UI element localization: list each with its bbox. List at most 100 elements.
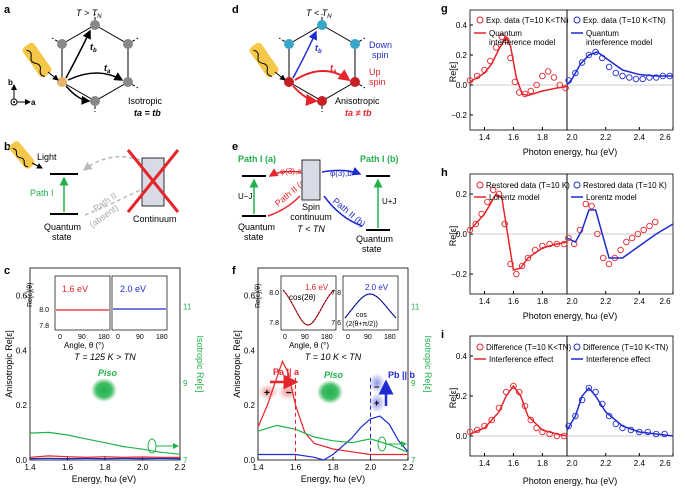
- svg-text:T < TN: T < TN: [297, 224, 325, 234]
- svg-text:Re[ε]: Re[ε]: [448, 226, 458, 247]
- data-point-i: [553, 432, 561, 440]
- svg-text:Exp. data (T=10 K<TN): Exp. data (T=10 K<TN): [486, 16, 569, 25]
- data-point-i: [466, 428, 474, 436]
- svg-text:7.6: 7.6: [331, 320, 341, 327]
- x-tick-label-h: 1.6: [508, 297, 520, 306]
- data-point-g: [539, 72, 546, 80]
- data-point-h: [501, 220, 508, 228]
- lattice-sites: [57, 20, 133, 106]
- data-point-i: [546, 430, 553, 438]
- panel-g: g 0.4 0.2 0.0 −0.2 1.4 1.6 1.8 2.2 2.4 2.6 2.0 Re[…: [441, 3, 674, 157]
- ylabel-right-c: Isotropic Re[ε]: [195, 335, 205, 392]
- x-tick-label-f: 1.6: [290, 463, 302, 472]
- ylabel-left-f: Anisotropic Re[ε]: [232, 330, 242, 398]
- x-tick-label-mid-g: 2.0: [566, 133, 578, 142]
- svg-text:180: 180: [321, 334, 333, 341]
- panel-d-temp: T < TN: [306, 8, 332, 20]
- svg-text:Restored data (T=10 K): Restored data (T=10 K): [486, 181, 570, 190]
- data-point-h: [628, 234, 636, 242]
- c-ticks: 1.4 1.6 1.8 2.0 2.2 0.0 0.2 0.4 0.6 7 9 11: [16, 291, 192, 472]
- svg-text:Photon energy, ħω (eV): Photon energy, ħω (eV): [523, 147, 617, 157]
- panel-e: e Path I (a) U−J Quantum state φ(3),a Pa…: [232, 141, 399, 254]
- panel-label-e: e: [232, 141, 238, 153]
- data-point-i: [572, 412, 579, 420]
- y-tick-label-left-c: 0.0: [16, 456, 28, 465]
- svg-text:Restored data (T=10 K): Restored data (T=10 K): [583, 181, 667, 190]
- x-tick-label-g: 1.6: [508, 133, 520, 142]
- svg-text:Interference effect: Interference effect: [489, 355, 554, 364]
- svg-text:Path I (b): Path I (b): [360, 154, 399, 164]
- svg-text:Interference effect: Interference effect: [586, 355, 651, 364]
- svg-text:90: 90: [78, 334, 86, 341]
- model-line-h: [469, 192, 568, 271]
- svg-text:interference model: interference model: [489, 38, 555, 47]
- hexagon-lattice: [61, 24, 129, 102]
- x-tick-label-i: 1.8: [537, 459, 549, 468]
- x-tick-label-h: 1.4: [479, 297, 491, 306]
- svg-text:8.0: 8.0: [269, 290, 279, 297]
- data-point-h: [565, 234, 572, 242]
- panel-label-a: a: [4, 4, 11, 16]
- data-point-h: [617, 246, 624, 254]
- svg-text:interference model: interference model: [586, 38, 652, 47]
- data-point-h: [513, 270, 520, 278]
- svg-text:1.6 eV: 1.6 eV: [305, 283, 329, 292]
- svg-text:1.6 eV: 1.6 eV: [62, 284, 88, 294]
- svg-text:state: state: [362, 244, 382, 254]
- i-plot: 0.4 0.2 0.0 1.4 1.6 1.8 2.2 2.4 2.6 2.0: [456, 352, 674, 468]
- panel-label-g: g: [441, 3, 448, 15]
- svg-text:7.8: 7.8: [269, 320, 279, 327]
- panel-i: i 0.4 0.2 0.0 1.4 1.6 1.8 2.2 2.4 2.6 2.0 Re[ε] P…: [441, 329, 674, 486]
- y-tick-label-right-f: 9: [411, 379, 416, 388]
- y-tick-label-i: 0.4: [456, 352, 468, 361]
- data-point-g: [492, 44, 500, 51]
- svg-text:Path II (b): Path II (b): [331, 196, 368, 229]
- panel-f: f 1.4 1.6 1.8 2.0 2.2 0.0 0.2 0.4 0.6 7 9 11 1.6 eV…: [232, 265, 433, 484]
- svg-text:−: −: [286, 388, 292, 399]
- svg-text:U+J: U+J: [382, 197, 396, 206]
- panel-label-f: f: [232, 265, 236, 277]
- pa-label: Pa || a: [273, 367, 300, 377]
- data-point-i: [527, 416, 535, 424]
- data-point-h: [524, 254, 532, 262]
- svg-text:tb: tb: [90, 42, 97, 54]
- x-tick-label-mid-i: 2.0: [566, 459, 578, 468]
- data-point-g: [605, 63, 613, 71]
- data-point-g: [585, 51, 593, 59]
- svg-text:Quantum: Quantum: [586, 29, 619, 38]
- y-tick-label-right-c: 11: [183, 302, 192, 311]
- svg-text:Re[ε]: Re[ε]: [448, 62, 458, 83]
- x-tick-label-i: 2.4: [634, 459, 646, 468]
- crystal-axes: b a: [8, 78, 36, 107]
- data-point-h: [472, 220, 480, 228]
- data-point-h: [484, 198, 491, 206]
- temp-label-c: T = 125 K > TN: [74, 352, 136, 362]
- data-point-h: [582, 200, 590, 208]
- panel-label-d: d: [232, 4, 239, 16]
- x-tick-label-c: 1.6: [62, 463, 74, 472]
- series-c-anisotropic-red: [29, 455, 180, 458]
- svg-text:Energy, ħω (eV): Energy, ħω (eV): [301, 474, 365, 484]
- data-point-g: [578, 59, 586, 66]
- y-tick-label-h: 0.0: [456, 230, 468, 239]
- x-tick-label-i: 1.4: [479, 459, 491, 468]
- svg-text:continuum: continuum: [290, 212, 332, 222]
- svg-text:180: 180: [98, 334, 110, 341]
- svg-text:0: 0: [346, 334, 350, 341]
- data-point-g: [639, 75, 646, 83]
- x-tick-label-g: 1.8: [537, 133, 549, 142]
- svg-text:Re[ε](θ): Re[ε](θ): [27, 282, 34, 307]
- y-tick-label-g: −0.2: [451, 111, 467, 120]
- series-f-anisotropic-blue-b-: [258, 415, 409, 461]
- isotropic-equation: ta = tb: [134, 108, 161, 118]
- panel-label-i: i: [441, 329, 444, 341]
- model-line-h: [566, 209, 674, 259]
- y-tick-label-h: 0.2: [456, 190, 468, 199]
- svg-text:Quantum: Quantum: [44, 222, 81, 232]
- x-tick-label-g: 1.4: [479, 133, 491, 142]
- svg-text:Spin: Spin: [302, 202, 320, 212]
- anisotropic-equation: ta ≠ tb: [345, 108, 372, 118]
- y-tick-label-left-f: 0.4: [244, 346, 256, 355]
- model-line-i: [566, 386, 674, 437]
- svg-text:Difference (T=10 K<TN): Difference (T=10 K<TN): [583, 343, 669, 352]
